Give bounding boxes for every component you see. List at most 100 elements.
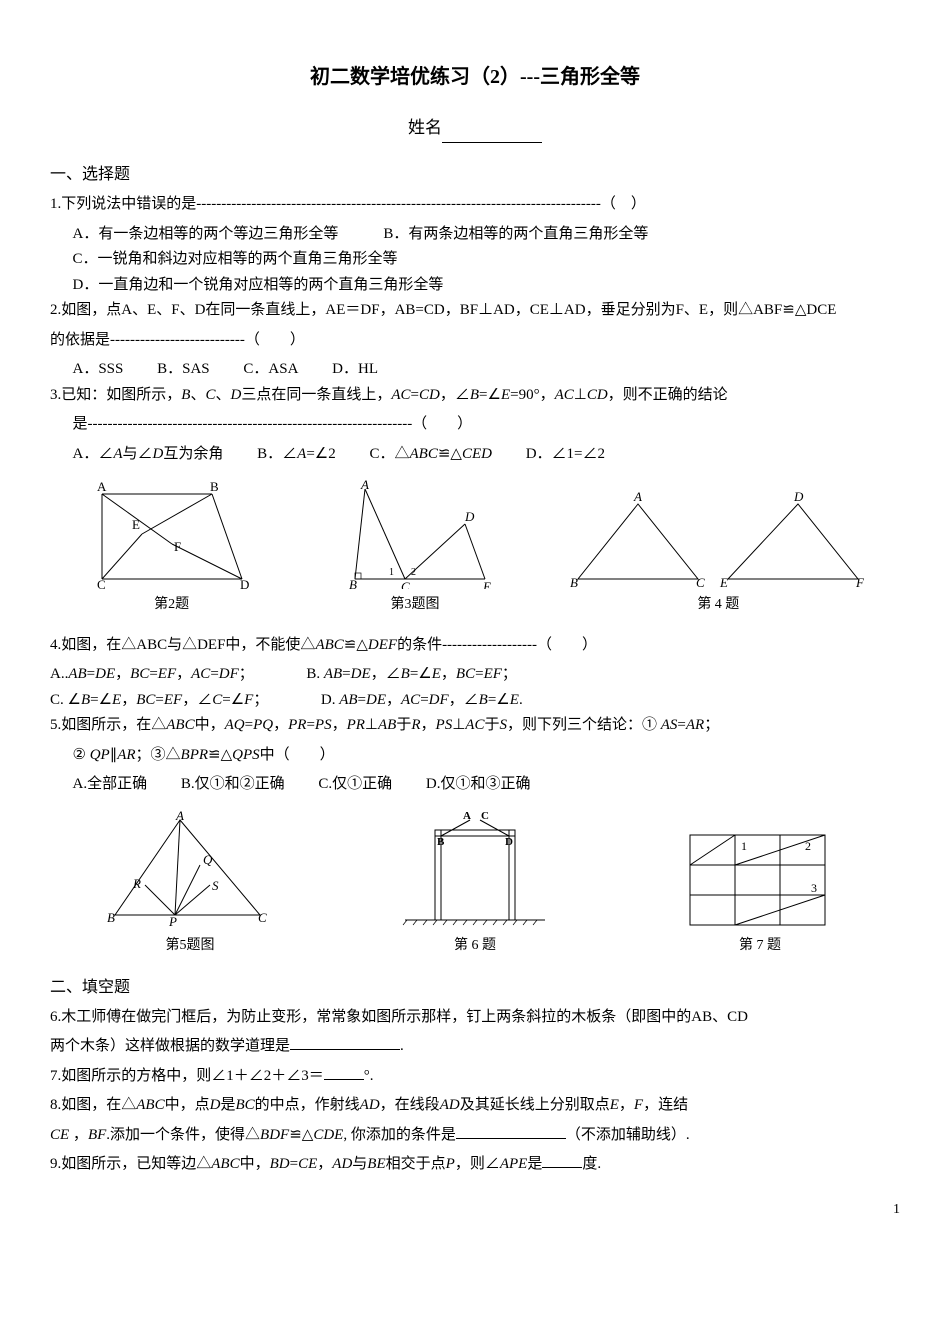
q3-options: A．∠A与∠D互为余角 B．∠A=∠2 C．△ABC≌△CED D．∠1=∠2 — [50, 442, 900, 468]
fig-q3-caption: 第3题图 — [335, 593, 495, 617]
fig-q2-caption: 第2题 — [82, 593, 262, 617]
q4-stem: 4.如图，在△ABC与△DEF中，不能使△ABC≌△DEF的条件--------… — [50, 633, 900, 659]
q1-opt-a: A．有一条边相等的两个等边三角形全等 — [73, 226, 339, 242]
q2-opt-c: C．ASA — [243, 357, 298, 383]
q1-opt-d: D．一直角边和一个锐角对应相等的两个直角三角形全等 — [73, 277, 444, 293]
q3-opt-d: D．∠1=∠2 — [526, 442, 605, 468]
fig-q4-svg: A B C D E F — [568, 489, 868, 589]
q5-opt-d: D.仅①和③正确 — [426, 772, 531, 798]
q1-opt-c: C．一锐角和斜边对应相等的两个直角三角形全等 — [73, 251, 398, 267]
q9-blank — [542, 1152, 582, 1168]
svg-text:A: A — [633, 489, 642, 504]
svg-text:Q: Q — [203, 852, 213, 867]
section-2-header: 二、填空题 — [50, 974, 900, 1001]
svg-text:A: A — [175, 810, 184, 823]
svg-text:D: D — [793, 489, 804, 504]
q7-text: 7.如图所示的方格中，则∠1＋∠2＋∠3＝ — [50, 1068, 324, 1084]
fig-q6: A B C D 第 6 题 — [395, 810, 555, 958]
q3-stem1: 3.已知：如图所示，B、C、D三点在同一条直线上，AC=CD，∠B=∠E=90°… — [50, 383, 900, 409]
svg-text:A: A — [360, 479, 369, 492]
name-underline — [442, 142, 542, 143]
q4-opt-a: A..AB=DE，BC=EF，AC=DF； — [50, 666, 246, 682]
q4-opt-d: D. AB=DE，AC=DF，∠B=∠E. — [321, 692, 523, 708]
q6-text2: 两个木条）这样做根据的数学道理是 — [50, 1038, 290, 1054]
fig-q2-svg: A B C D E F — [82, 479, 262, 589]
svg-text:R: R — [132, 876, 141, 891]
svg-text:F: F — [174, 539, 181, 554]
name-line: 姓名 — [50, 114, 900, 143]
svg-text:B: B — [210, 479, 219, 494]
fig-q4-caption: 第 4 题 — [568, 593, 868, 617]
fig-q7: 1 2 3 第 7 题 — [675, 820, 845, 958]
fig-q3: A B C D E 1 2 第3题图 — [335, 479, 495, 617]
svg-text:E: E — [719, 575, 728, 589]
q8-line1: 8.如图，在△ABC中，点D是BC的中点，作射线AD，在线段AD及其延长线上分别… — [50, 1093, 900, 1119]
q7-blank — [324, 1064, 364, 1080]
svg-text:A: A — [97, 479, 107, 494]
svg-text:2: 2 — [411, 567, 416, 578]
svg-text:E: E — [482, 579, 491, 589]
q4-opt-c: C. ∠B=∠E，BC=EF，∠C=∠F； — [50, 692, 261, 708]
q2-stem1: 2.如图，点A、E、F、D在同一条直线上，AE＝DF，AB=CD，BF⊥AD，C… — [50, 298, 900, 324]
q3-stem2: 是---------------------------------------… — [50, 412, 900, 438]
q2-opt-d: D．HL — [332, 357, 378, 383]
svg-text:B: B — [570, 575, 578, 589]
q6-period: . — [400, 1038, 404, 1054]
q6-blank — [290, 1034, 400, 1050]
q4-options: A..AB=DE，BC=EF，AC=DF； B. AB=DE，∠B=∠E，BC=… — [50, 662, 900, 713]
q3-opt-b: B．∠A=∠2 — [257, 442, 336, 468]
q2-options: A．SSS B．SAS C．ASA D．HL — [50, 357, 900, 383]
q8-line2: CE ，BF.添加一个条件，使得△BDF≌△CDE, 你添加的条件是（不添加辅助… — [50, 1123, 900, 1149]
name-label: 姓名 — [408, 118, 442, 137]
fig-q6-svg: A B C D — [395, 810, 555, 930]
page-number: 1 — [50, 1198, 900, 1222]
q1-options: A．有一条边相等的两个等边三角形全等 B．有两条边相等的两个直角三角形全等 C．… — [50, 222, 900, 299]
fig-q5: A B C P R S Q 第5题图 — [105, 810, 275, 958]
q1-stem: 1.下列说法中错误的是-----------------------------… — [50, 192, 900, 218]
svg-text:2: 2 — [805, 839, 811, 853]
q7-unit: °. — [364, 1068, 374, 1084]
q2-opt-a: A．SSS — [73, 357, 124, 383]
q2-stem2: 的依据是---------------------------（ ） — [50, 328, 900, 354]
fig-q2: A B C D E F 第2题 — [82, 479, 262, 617]
svg-text:E: E — [132, 517, 140, 532]
figure-row-2: A B C P R S Q 第5题图 — [50, 810, 900, 958]
svg-text:C: C — [258, 910, 267, 925]
figure-row-1: A B C D E F 第2题 A B C D E 1 2 第3题图 — [50, 479, 900, 617]
svg-text:3: 3 — [811, 881, 817, 895]
q2-opt-b: B．SAS — [157, 357, 210, 383]
q9-line: 9.如图所示，已知等边△ABC中，BD=CE，AD与BE相交于点P，则∠APE是… — [50, 1152, 900, 1178]
page-title: 初二数学培优练习（2）---三角形全等 — [50, 60, 900, 94]
svg-text:D: D — [464, 509, 475, 524]
fig-q5-caption: 第5题图 — [105, 934, 275, 958]
q1-opt-b: B．有两条边相等的两个直角三角形全等 — [383, 226, 648, 242]
fig-q7-svg: 1 2 3 — [675, 820, 845, 930]
q6-line2: 两个木条）这样做根据的数学道理是. — [50, 1034, 900, 1060]
fig-q4: A B C D E F 第 4 题 — [568, 489, 868, 617]
svg-text:F: F — [855, 575, 865, 589]
fig-q5-svg: A B C P R S Q — [105, 810, 275, 930]
q5-opt-c: C.仅①正确 — [318, 772, 392, 798]
q5-options: A.全部正确 B.仅①和②正确 C.仅①正确 D.仅①和③正确 — [50, 772, 900, 798]
q5-stem1: 5.如图所示，在△ABC中，AQ=PQ，PR=PS，PR⊥AB于R，PS⊥AC于… — [50, 713, 900, 739]
svg-text:D: D — [505, 836, 513, 848]
svg-text:C: C — [401, 579, 410, 589]
q3-opt-c: C．△ABC≌△CED — [370, 442, 492, 468]
fig-q3-svg: A B C D E 1 2 — [335, 479, 495, 589]
svg-text:B: B — [437, 836, 445, 848]
fig-q7-caption: 第 7 题 — [675, 934, 845, 958]
q8-blank — [456, 1123, 566, 1139]
svg-text:C: C — [97, 577, 106, 589]
q4-opt-b: B. AB=DE，∠B=∠E，BC=EF； — [306, 666, 517, 682]
q5-opt-b: B.仅①和②正确 — [181, 772, 285, 798]
svg-text:S: S — [212, 878, 219, 893]
q3-opt-a: A．∠A与∠D互为余角 — [73, 442, 224, 468]
q5-stem2: ② QP∥AR；③△BPR≌△QPS中（ ） — [50, 743, 900, 769]
svg-text:1: 1 — [389, 567, 394, 578]
section-1-header: 一、选择题 — [50, 161, 900, 188]
q5-opt-a: A.全部正确 — [73, 772, 148, 798]
svg-text:1: 1 — [741, 839, 747, 853]
q6-line1: 6.木工师傅在做完门框后，为防止变形，常常象如图所示那样，钉上两条斜拉的木板条（… — [50, 1005, 900, 1031]
fig-q6-caption: 第 6 题 — [395, 934, 555, 958]
svg-text:C: C — [481, 810, 489, 822]
